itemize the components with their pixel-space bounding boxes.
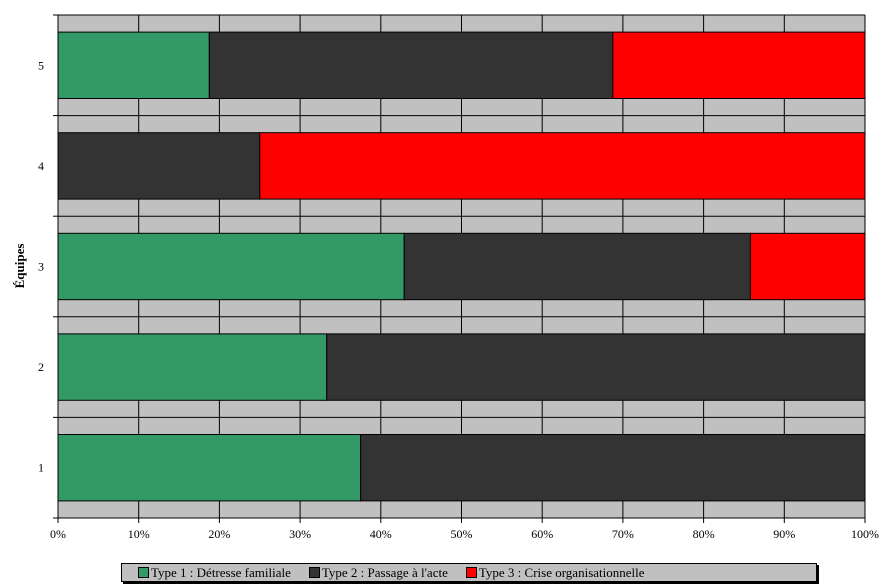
axes (53, 14, 866, 523)
legend-label-type-1: Type 1 : Détresse familiale (151, 564, 291, 580)
x-tick-label: 80% (693, 527, 715, 541)
x-tick-label: 60% (531, 527, 553, 541)
bar-segment-category-3-series-1 (57, 232, 405, 301)
legend-item-type-3: Type 3 : Crise organisationnelle (465, 564, 645, 581)
bar-segment-category-3-series-2 (403, 232, 751, 301)
bar-segment-category-5-series-3 (612, 31, 866, 99)
y-tick-labels: 1 2 3 4 5 (38, 58, 44, 474)
bar-segment-category-4-series-3 (259, 132, 866, 200)
legend-item-type-2: Type 2 : Passage à l'acte (308, 564, 448, 581)
y-tick-label: 2 (38, 360, 44, 374)
x-tick-label: 20% (208, 527, 230, 541)
x-tick-label: 100% (851, 527, 879, 541)
stacked-bar-chart: 0% 10% 20% 30% 40% 50% 60% 70% 80% 90% 100% 12345 … (12, 14, 879, 541)
bar-segment-category-5-series-2 (208, 31, 614, 99)
y-tick-label: 1 (38, 461, 44, 475)
bar-segment-category-5-series-1 (57, 31, 210, 99)
bar-segment-category-2-series-2 (326, 333, 866, 401)
bar-segment-category-1-series-2 (360, 434, 866, 502)
bar-segment-category-4-series-2 (57, 132, 261, 200)
x-tick-labels: 0% 10% 20% 30% 40% 50% 60% 70% 80% 90% 100% (50, 527, 879, 541)
x-tick-label: 0% (50, 527, 66, 541)
legend-item-type-1: Type 1 : Détresse familiale (138, 565, 291, 581)
bar-segment-category-1-series-1 (57, 434, 362, 502)
x-tick-label: 40% (370, 527, 392, 541)
legend-swatch-type-1 (138, 567, 149, 578)
x-tick-label: 30% (289, 527, 311, 541)
legend-swatch-type-2 (308, 567, 320, 578)
bar-segment-category-3-series-3 (749, 232, 866, 301)
legend: Type 1 : Détresse familiale Type 2 : Pas… (121, 563, 817, 582)
legend-label-type-3: Type 3 : Crise organisationnelle (478, 564, 645, 580)
y-tick-label: 3 (38, 260, 44, 274)
bar-segment-category-2-series-1 (57, 333, 328, 401)
legend-label-type-2: Type 2 : Passage à l'acte (321, 564, 448, 580)
x-tick-label: 70% (612, 527, 634, 541)
legend-swatch-type-3 (465, 567, 477, 578)
x-tick-label: 10% (128, 527, 150, 541)
x-tick-label: 90% (773, 527, 795, 541)
x-tick-label: 50% (451, 527, 473, 541)
bars (57, 31, 866, 502)
y-axis-title: Équipes (12, 244, 27, 289)
y-tick-label: 5 (38, 58, 44, 72)
y-tick-label: 4 (38, 159, 44, 173)
